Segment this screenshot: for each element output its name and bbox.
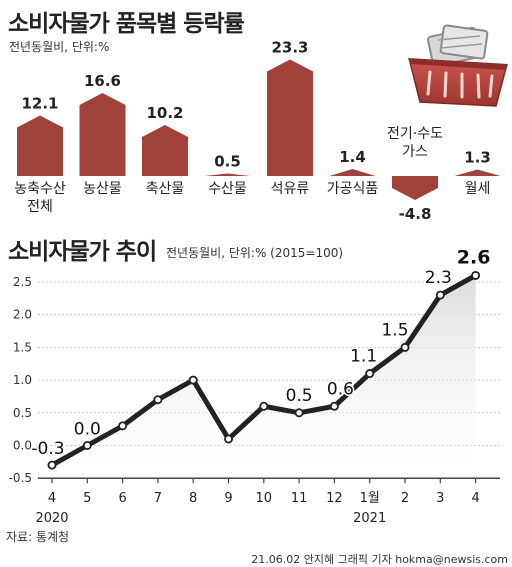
bar-value-label: 16.6 (84, 72, 121, 90)
point-value-label: 0.5 (286, 386, 313, 406)
category-label: 전기·수도 (387, 126, 443, 142)
year-label: 2020 (35, 511, 68, 526)
credit-line: 21.06.02 안지혜 그래픽 기자 hokma@newsis.com (251, 553, 508, 566)
data-point (188, 375, 198, 385)
category-label: 전체 (27, 199, 53, 215)
data-point (400, 342, 410, 352)
point-value-label: 2.3 (425, 268, 452, 288)
data-point (47, 460, 57, 470)
data-point (118, 421, 128, 431)
y-tick-label: 1.5 (13, 340, 32, 354)
y-tick-label: 0.5 (13, 406, 32, 420)
point-value-label: 1.5 (381, 320, 408, 340)
x-tick-label: 1월 (360, 491, 380, 506)
y-tick-label: -0.5 (9, 471, 32, 485)
bar-chart-subtitle: 전년동월비, 단위:% (9, 40, 110, 54)
bar (17, 115, 63, 176)
data-point (82, 440, 92, 450)
year-label: 2021 (353, 511, 386, 526)
y-tick-label: 0.0 (13, 439, 32, 453)
data-point (153, 395, 163, 405)
bar (329, 169, 376, 176)
bar-value-label: 12.1 (21, 95, 58, 113)
y-tick-label: 2.5 (13, 275, 32, 289)
x-tick-label: 10 (256, 491, 273, 506)
bar (142, 125, 188, 176)
x-tick-label: 3 (436, 491, 444, 506)
source-note: 자료: 통계청 (6, 530, 70, 544)
bar (79, 93, 126, 176)
x-tick-label: 6 (118, 491, 126, 506)
shopping-basket-icon (408, 24, 508, 107)
area-fill (52, 275, 476, 479)
point-value-label: 2.6 (457, 250, 491, 268)
category-label: 수산물 (208, 181, 247, 197)
bar (392, 176, 438, 200)
x-tick-label: 8 (189, 491, 197, 506)
data-point (471, 270, 481, 280)
bar (454, 169, 501, 176)
data-point (435, 290, 445, 300)
category-label: 석유류 (271, 181, 310, 197)
x-tick-label: 5 (83, 491, 91, 506)
category-label: 가공식품 (327, 181, 379, 197)
point-value-label: 0.0 (74, 420, 101, 440)
bar (204, 173, 251, 176)
x-tick-label: 4 (471, 491, 479, 506)
bar-value-label: 1.4 (339, 148, 366, 166)
bar-value-label: 1.3 (464, 149, 491, 167)
point-value-label: 1.1 (350, 347, 377, 367)
category-label: 농산물 (83, 181, 122, 197)
bar (267, 59, 313, 176)
data-point (259, 401, 269, 411)
point-value-label: -0.3 (31, 439, 64, 459)
x-tick-label: 9 (224, 491, 232, 506)
data-point (294, 408, 304, 418)
line-chart: -0.30.00.5 0.61.11.52.32.6 2.52.01.51.00.… (9, 250, 500, 526)
bar-chart-title: 소비자물가 품목별 등락률 (8, 11, 245, 37)
bar-value-label: 10.2 (146, 104, 183, 122)
point-value-label: 0.6 (327, 379, 354, 399)
x-tick-label: 4 (48, 491, 56, 506)
category-label: 축산물 (146, 181, 185, 197)
category-label: 월세 (465, 181, 491, 197)
line-chart-subtitle: 전년동월비, 단위:% (2015=100) (166, 246, 344, 260)
bar-value-label: 0.5 (214, 153, 241, 171)
data-point (365, 369, 375, 379)
x-tick-label: 12 (326, 491, 343, 506)
x-tick-label: 11 (291, 491, 308, 506)
data-point (223, 434, 233, 444)
y-tick-label: 2.0 (13, 308, 32, 322)
x-tick-label: 2 (401, 491, 409, 506)
bar-value-label: -4.8 (399, 205, 432, 223)
category-label: 농축수산 (14, 181, 66, 197)
line-chart-title: 소비자물가 추이 (8, 239, 157, 265)
data-point (329, 401, 339, 411)
bar-value-label: 23.3 (271, 39, 308, 57)
y-tick-label: 1.0 (13, 373, 32, 387)
x-tick-label: 7 (154, 491, 162, 506)
category-label: 가스 (402, 144, 428, 160)
